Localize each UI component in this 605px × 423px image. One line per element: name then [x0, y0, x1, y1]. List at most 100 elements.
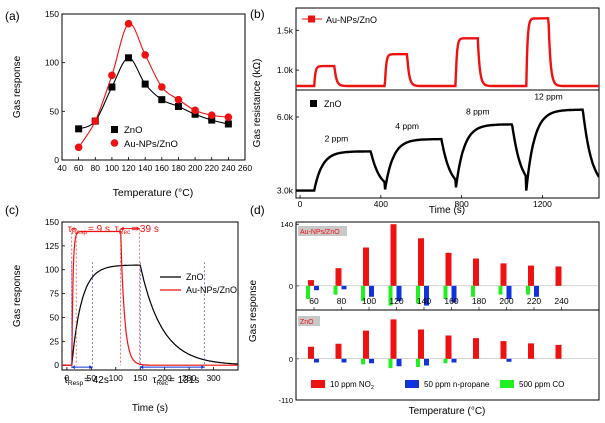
legend-c: ZnO Au-NPs/ZnO: [160, 272, 237, 295]
xtick-label-b: 1200: [533, 199, 552, 209]
category-label-d: 120: [389, 296, 403, 306]
xlabel-d: Temperature (°C): [409, 406, 486, 417]
bar-no2-bottom-d: [500, 341, 507, 359]
xtick-label-c: 200: [158, 373, 172, 383]
ytick-label-c: 100: [45, 265, 59, 275]
ppm-label-b: 2 ppm: [325, 133, 349, 143]
bar-no2-bottom-d: [418, 329, 424, 359]
bar-no2-top-d: [528, 265, 534, 286]
data-point-zno-a: [158, 96, 166, 104]
bar-no2-top-d: [308, 280, 314, 286]
bar-no2-bottom-d: [473, 338, 479, 359]
data-point-zno-a: [75, 125, 83, 133]
data-point-au-a: [91, 117, 100, 125]
axes-frame-a: [61, 13, 246, 161]
data-point-au-a: [191, 106, 199, 115]
xtick-label-a: 120: [121, 163, 135, 173]
category-label-d: 200: [499, 296, 513, 306]
category-label-d: 60: [309, 296, 319, 306]
bar-propane-top-d: [451, 285, 457, 303]
xtick-label-a: 260: [238, 163, 252, 173]
bar-co-top-d: [526, 285, 530, 295]
bar-co-top-d: [416, 285, 420, 304]
bar-propane-top-d: [534, 285, 539, 297]
annotation-zno-rec-c: τRec= 131s: [152, 375, 199, 387]
annotation-zno-resp-c: τResp= 42s: [64, 375, 109, 387]
data-point-zno-a: [174, 102, 182, 110]
bar-propane-bottom-d: [396, 358, 402, 367]
ppm-labels-b: 2 ppm 4 ppm 8 ppm 12 ppm: [325, 92, 563, 144]
arrow-au-resp-c-heads: [71, 226, 77, 231]
legend-label-zno-b: ZnO: [324, 99, 342, 109]
bar-co-top-d: [361, 285, 365, 302]
bar-co-top-d: [388, 285, 393, 306]
legend-b-top: Au-NPs/ZnO: [302, 15, 377, 25]
xlabel-b: Time (s): [429, 205, 465, 216]
ytick-label-c: 150: [45, 217, 59, 227]
bar-no2-bottom-d: [445, 335, 452, 359]
xtick-label-b: 400: [374, 199, 388, 209]
bar-propane-top-d: [341, 285, 347, 290]
bar-propane-top-d: [396, 285, 402, 302]
data-point-zno-a: [108, 83, 116, 91]
xtick-label-a: 160: [155, 163, 169, 173]
series-line-au-b: [296, 17, 599, 88]
panel-b: 0 400 800 1200 1.0k 1.5k 3.0k 6.0k 2 ppm 4 ppm 8 …: [250, 7, 600, 216]
annotations-c: τResp= 9 s τRec= 39 s τResp= 42s τRec= 131s: [64, 224, 205, 387]
bar-co-bottom-d: [443, 358, 448, 364]
bar-propane-top-d: [424, 285, 429, 306]
xtick-label-a: 240: [221, 163, 235, 173]
series-line-au-a: [78, 23, 229, 148]
ytick-label-c: 125: [45, 241, 59, 251]
xtick-label-c: 100: [109, 373, 123, 383]
data-point-au-a: [74, 143, 83, 152]
series-line-zno-a: [78, 57, 229, 130]
tick-marks-a: 40 60 80 100 120 140 160 180 200 220 240 2600501001…: [45, 9, 253, 173]
legend-label-zno-c: ZnO: [186, 272, 204, 282]
bar-no2-bottom-d: [390, 319, 397, 359]
bar-no2-bottom-d: [308, 346, 314, 359]
category-label-d: 220: [527, 296, 541, 306]
xtick-label-a: 220: [205, 163, 219, 173]
annotation-au-resp-c: τResp= 9 s: [68, 224, 110, 236]
series-line-au-c: [62, 230, 238, 366]
data-point-au-a: [224, 113, 233, 121]
ylabel-a: Gas response: [12, 55, 23, 118]
legend-marker-zno: [111, 126, 118, 133]
xtick-label-a: 60: [74, 163, 84, 173]
panel-label-a: (a): [5, 9, 20, 23]
legend-label-no2: 10 ppm NO2: [330, 380, 374, 391]
xtick-label-a: 100: [105, 163, 119, 173]
ppm-label-b: 12 ppm: [534, 92, 562, 102]
bar-co-bottom-d: [388, 358, 393, 369]
bar-co-bottom-d: [361, 358, 365, 365]
ytick-label-a: 50: [50, 106, 60, 116]
bar-co-top-d: [306, 285, 310, 299]
annotation-au-rec-c: τRec= 39 s: [115, 224, 159, 236]
legend-label-propane: 50 ppm n-propane: [424, 380, 490, 389]
category-labels-d: 60 80 100 120 140 160 180 200 220 240: [309, 296, 569, 310]
ytick-label-a: 100: [45, 58, 59, 68]
bar-propane-bottom-d: [314, 358, 319, 363]
data-point-zno-a: [191, 110, 199, 118]
plot-area-a: [74, 19, 233, 152]
plot-area-c: [62, 230, 238, 366]
bar-no2-top-d: [390, 224, 397, 286]
category-label-d: 140: [417, 296, 431, 306]
bar-no2-bottom-d: [335, 343, 342, 359]
category-label-d: 100: [362, 296, 376, 306]
bar-no2-top-d: [473, 258, 479, 286]
legend-marker-zno-b: [310, 100, 317, 107]
data-point-au-a: [158, 83, 166, 91]
label-zno-d: ZnO: [300, 319, 314, 326]
legend-marker-au: [110, 139, 119, 147]
xtick-label-c: 300: [206, 373, 220, 383]
legend-swatch-no2: [311, 380, 325, 388]
xtick-label-c: 50: [87, 373, 97, 383]
axes-frame-b: [295, 7, 600, 199]
bar-propane-top-d: [506, 285, 512, 299]
data-point-au-a: [207, 111, 216, 120]
bar-no2-top-d: [418, 238, 424, 286]
ytick-label-a: 0: [54, 155, 59, 165]
xtick-label-a: 40: [57, 163, 67, 173]
